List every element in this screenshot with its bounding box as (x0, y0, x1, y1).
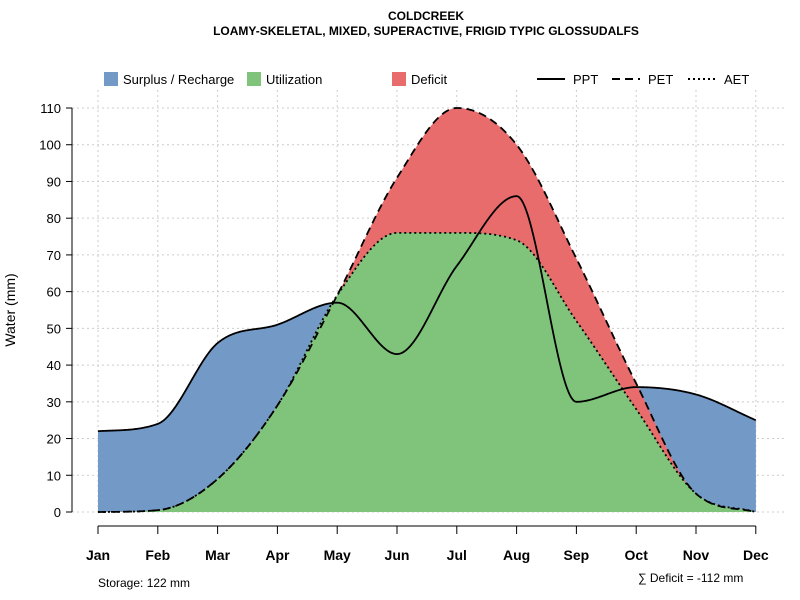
x-tick-label: Dec (743, 547, 769, 563)
legend-label: Deficit (411, 72, 448, 87)
y-tick-label: 10 (47, 468, 61, 483)
x-tick-label: Nov (683, 547, 710, 563)
y-tick-label: 30 (47, 395, 61, 410)
x-tick-label: Mar (205, 547, 230, 563)
storage-note: Storage: 122 mm (98, 576, 190, 590)
area-layers (98, 108, 756, 512)
surplus-recharge-area-top (98, 108, 756, 512)
ppt-line (97, 195, 757, 433)
utilization-area (98, 232, 756, 512)
legend-label: PPT (573, 72, 598, 87)
x-tick-label: Oct (625, 547, 649, 563)
legend-label: Surplus / Recharge (123, 72, 234, 87)
pet-line (97, 107, 757, 513)
y-tick-label: 70 (47, 248, 61, 263)
chart-title: COLDCREEK (388, 9, 464, 23)
x-tick-label: Apr (265, 547, 290, 563)
legend-swatch (247, 72, 261, 86)
y-tick-label: 110 (40, 101, 61, 116)
y-tick-label: 50 (47, 321, 61, 336)
legend-swatch (392, 72, 406, 86)
x-tick-label: Jun (385, 547, 410, 563)
aet-line (97, 231, 757, 513)
y-tick-label: 20 (47, 432, 61, 447)
x-tick-label: Jul (447, 547, 467, 563)
y-tick-label: 40 (47, 358, 61, 373)
y-axis-label: Water (mm) (2, 273, 18, 346)
legend-label: PET (648, 72, 673, 87)
x-tick-label: Jan (86, 547, 110, 563)
axes: 0 10 20 30 40 50 60 70 80 90 100 110 Jan Feb Mar Apr May… (39, 101, 769, 563)
x-tick-label: Feb (145, 547, 170, 563)
series-lines (97, 107, 757, 513)
x-tick-label: Aug (503, 547, 530, 563)
y-tick-label: 0 (54, 505, 61, 520)
x-tick-label: Sep (564, 547, 590, 563)
y-tick-label: 90 (47, 174, 61, 189)
y-tick-label: 80 (47, 211, 61, 226)
chart-subtitle: LOAMY-SKELETAL, MIXED, SUPERACTIVE, FRIG… (213, 24, 639, 38)
legend-label: AET (724, 72, 749, 87)
x-tick-label: May (324, 547, 351, 563)
y-tick-label: 100 (39, 138, 61, 153)
deficit-note: ∑ Deficit = -112 mm (638, 571, 743, 585)
y-tick-label: 60 (47, 285, 61, 300)
legend-swatch (104, 72, 118, 86)
legend: Surplus / Recharge Utilization Deficit PPT P… (104, 72, 749, 87)
legend-label: Utilization (266, 72, 322, 87)
